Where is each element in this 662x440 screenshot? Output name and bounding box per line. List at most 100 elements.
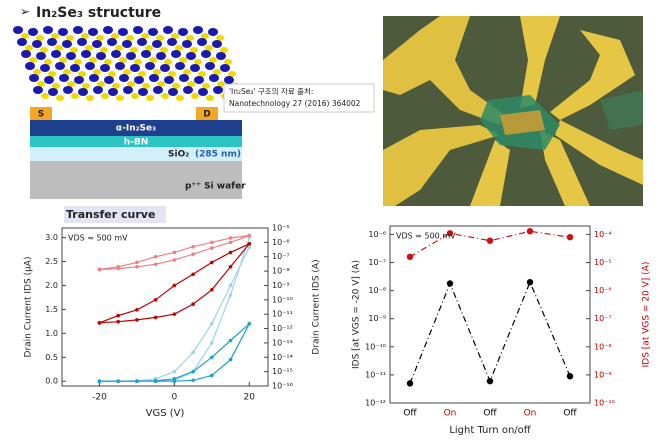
atom-in <box>67 81 75 87</box>
data-point <box>172 283 177 288</box>
data-point <box>191 244 195 249</box>
series-line <box>99 243 250 324</box>
y-tick-label: 10⁻¹² <box>365 399 386 408</box>
atom-in <box>41 93 49 99</box>
atom-in <box>104 59 112 65</box>
data-point <box>172 369 177 374</box>
atom-se <box>103 26 113 34</box>
data-point <box>116 379 120 384</box>
data-point <box>153 254 158 259</box>
x-tick-label: -20 <box>92 393 107 403</box>
hbn-label: h-BN <box>124 138 149 148</box>
y2-tick-label: 10⁻¹⁶ <box>272 382 293 391</box>
data-point <box>172 258 177 262</box>
atom-se <box>44 76 54 84</box>
atom-se <box>55 62 65 70</box>
atom-se <box>163 26 173 34</box>
atom-in <box>40 47 48 53</box>
citation-box <box>223 83 375 113</box>
atom-se <box>73 26 83 34</box>
atom-se <box>141 50 151 58</box>
atom-se <box>96 52 106 60</box>
atom-se <box>43 26 53 34</box>
atom-in <box>82 83 90 89</box>
atom-se <box>28 28 38 36</box>
y2-tick-label: 10⁻⁶ <box>594 286 612 295</box>
data-point <box>210 373 214 378</box>
atom-in <box>224 59 232 65</box>
atom-in <box>228 71 236 77</box>
atom-in <box>171 33 179 39</box>
plot-frame <box>61 227 269 387</box>
drain-label: D <box>203 110 210 120</box>
atom-in <box>85 45 93 51</box>
atom-se <box>183 86 193 94</box>
atom-se <box>58 28 68 36</box>
x-axis-title: Light Turn on/off <box>449 425 531 436</box>
y-tick-label: 1.0 <box>45 329 58 338</box>
series-line <box>409 280 571 384</box>
atom-in <box>160 47 168 53</box>
atom-in <box>138 71 146 77</box>
data-point <box>191 252 195 256</box>
atom-in <box>206 95 214 101</box>
atom-se <box>48 88 58 96</box>
atom-se <box>51 50 61 58</box>
atom-se <box>89 74 99 82</box>
atom-in <box>201 33 209 39</box>
substrate-label: p⁺⁺ Si wafer <box>185 182 246 192</box>
atom-se <box>36 52 46 60</box>
atom-in <box>190 47 198 53</box>
atom-in <box>48 71 56 77</box>
data-point <box>153 262 158 267</box>
y-tick-label: 10⁻⁷ <box>368 258 386 267</box>
data-point <box>210 355 214 360</box>
data-point <box>228 357 233 362</box>
data-point <box>406 253 414 261</box>
atom-se <box>213 86 223 94</box>
y-tick-label: 10⁻⁸ <box>368 286 386 295</box>
atom-in <box>141 33 149 39</box>
data-point <box>172 250 177 255</box>
y-tick-label: 10⁻⁶ <box>368 230 386 239</box>
bullet: ➢ <box>20 5 30 19</box>
atom-in <box>33 69 41 75</box>
data-point <box>228 293 233 297</box>
x-tick-label: Off <box>403 409 417 419</box>
y-tick-label: 0.5 <box>45 353 58 362</box>
atom-se <box>148 28 158 36</box>
data-point <box>97 321 102 325</box>
data-point <box>210 321 214 326</box>
atom-in <box>29 57 37 63</box>
atom-se <box>178 28 188 36</box>
data-point <box>191 378 195 383</box>
atom-se <box>81 50 91 58</box>
atom-se <box>13 26 23 34</box>
atom-se <box>153 86 163 94</box>
atom-in <box>168 71 176 77</box>
oxide-thickness: (285 nm) <box>195 150 241 160</box>
atom-se <box>70 64 80 72</box>
atom-in <box>194 59 202 65</box>
data-point <box>228 283 233 288</box>
atom-se <box>138 88 148 96</box>
data-point <box>406 380 414 387</box>
data-point <box>486 377 494 385</box>
atom-in <box>21 33 29 39</box>
data-point <box>172 377 177 381</box>
y2-axis-title: Drain Current IDS (A) <box>312 259 322 354</box>
y2-tick-label: 10⁻¹⁰ <box>272 295 293 304</box>
data-point <box>153 378 158 383</box>
atom-in <box>217 81 225 87</box>
atom-in <box>191 93 199 99</box>
atom-se <box>78 88 88 96</box>
data-point <box>228 240 233 245</box>
y2-tick-label: 10⁻⁷ <box>272 252 290 261</box>
atom-se <box>134 76 144 84</box>
atom-in <box>187 81 195 87</box>
atom-se <box>171 50 181 58</box>
charts: -20 0 20 0.0 0.5 1.0 1.5 2.0 2.5 3.0 10⁻⁵ 10⁻⁶ 10⁻⁷ 1… <box>24 208 652 436</box>
series-line <box>99 243 250 324</box>
y-tick-label: 0.0 <box>45 377 58 386</box>
